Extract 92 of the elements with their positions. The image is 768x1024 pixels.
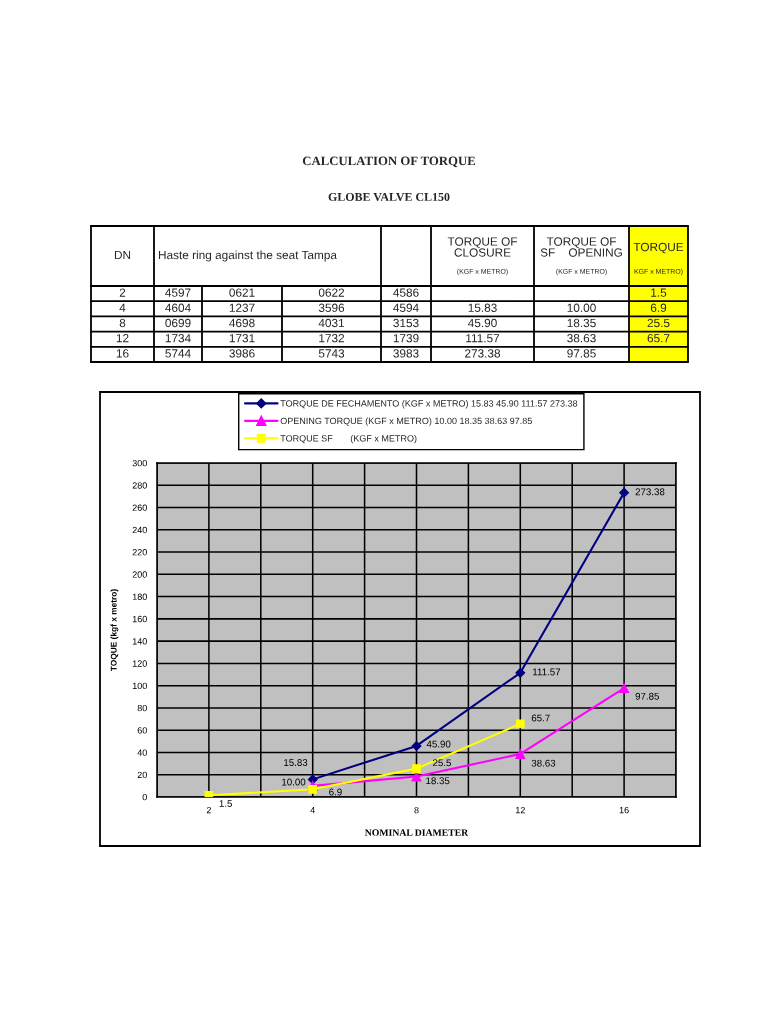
text: 1732 bbox=[319, 334, 345, 343]
y-tick-label: 260 bbox=[132, 504, 147, 511]
category-label: TORQUE bbox=[633, 242, 684, 254]
point bbox=[411, 740, 422, 751]
text: 1.5 bbox=[651, 288, 667, 297]
text: 6.9 bbox=[650, 303, 667, 312]
legend-label: TORQUE SF (KGF x METRO) bbox=[280, 434, 417, 444]
text: 12 bbox=[116, 334, 129, 343]
data-label: 97.85 bbox=[635, 692, 660, 700]
point bbox=[619, 683, 630, 694]
text: 3596 bbox=[318, 303, 345, 312]
y-tick-label: 300 bbox=[132, 459, 147, 467]
legend-label: TORQUE DE FECHAMENTO (KGF x METRO) 15.83 45.90 111.57 273.38 bbox=[280, 400, 578, 409]
text: 273.38 bbox=[465, 349, 501, 358]
y-tick-label: 40 bbox=[137, 749, 147, 756]
y-tick-label: 0 bbox=[142, 793, 147, 801]
text: 4586 bbox=[393, 288, 419, 297]
text: 65.7 bbox=[647, 334, 670, 343]
y-tick-label: 220 bbox=[132, 549, 147, 556]
x-tick-label: 12 bbox=[515, 806, 525, 814]
text: 5743 bbox=[318, 349, 345, 358]
point bbox=[515, 748, 526, 760]
point bbox=[412, 764, 421, 773]
data-label: 1.5 bbox=[219, 800, 233, 807]
text: 4597 bbox=[165, 288, 191, 297]
category-label: TORQUE OF SF OPENING bbox=[540, 237, 622, 257]
text: 15.83 bbox=[468, 303, 497, 312]
text: 1237 bbox=[229, 303, 255, 312]
data-label: 111.57 bbox=[533, 668, 561, 676]
data-label: 273.38 bbox=[635, 488, 665, 496]
point bbox=[307, 774, 318, 785]
text: 1734 bbox=[165, 334, 191, 343]
text: 25.5 bbox=[647, 318, 670, 328]
y-tick-label: 240 bbox=[132, 526, 147, 534]
data-label: 6.9 bbox=[329, 788, 342, 796]
y-tick-label: 20 bbox=[137, 771, 147, 779]
text: GLOBE VALVE CL150 bbox=[328, 192, 450, 202]
text: 3983 bbox=[393, 349, 419, 358]
y-tick-label: 100 bbox=[132, 682, 147, 690]
text: 0621 bbox=[229, 288, 255, 297]
text: 3153 bbox=[393, 318, 419, 328]
y-tick-label: 120 bbox=[132, 660, 147, 667]
x-tick-label: 16 bbox=[619, 806, 629, 814]
x-tick-label: 2 bbox=[206, 806, 211, 814]
category-label: TORQUE OF CLOSURE bbox=[447, 237, 518, 257]
point bbox=[204, 790, 214, 797]
data-label: 18.35 bbox=[426, 777, 450, 785]
text: 5744 bbox=[165, 349, 191, 358]
x-axis-title: NOMINAL DIAMETER bbox=[364, 829, 469, 836]
text: 97.85 bbox=[567, 349, 596, 358]
text: 4594 bbox=[393, 303, 419, 312]
text: 111.57 bbox=[466, 334, 500, 343]
y-tick-label: 280 bbox=[132, 482, 147, 489]
y-tick-label: 160 bbox=[132, 615, 147, 623]
text: 45.90 bbox=[468, 318, 497, 328]
point bbox=[308, 784, 318, 794]
y-tick-label: 60 bbox=[137, 727, 147, 734]
text: 38.63 bbox=[567, 334, 596, 343]
legend-label: OPENING TORQUE (KGF x METRO) 10.00 18.35 38.63 97.85 bbox=[280, 417, 532, 426]
point bbox=[515, 667, 526, 678]
text: 0699 bbox=[165, 318, 191, 328]
data-label: 25.5 bbox=[432, 759, 452, 767]
category-label: Haste ring against the seat Tampa bbox=[158, 250, 337, 262]
data-label: 45.90 bbox=[426, 740, 451, 748]
text: 4698 bbox=[229, 318, 255, 328]
text: 4 bbox=[119, 303, 126, 312]
text: 4604 bbox=[165, 303, 191, 312]
text: 8 bbox=[119, 318, 126, 328]
data-label: 15.83 bbox=[284, 759, 308, 766]
text: 3986 bbox=[229, 349, 255, 358]
x-tick-label: 8 bbox=[414, 806, 419, 814]
text: 1731 bbox=[229, 334, 255, 343]
text: CALCULATION OF TORQUE bbox=[302, 156, 476, 168]
text: 10.00 bbox=[567, 303, 596, 312]
y-tick-label: 200 bbox=[132, 571, 147, 578]
category-label: DN bbox=[114, 250, 131, 260]
x-tick-label: 4 bbox=[310, 807, 315, 814]
point bbox=[619, 487, 630, 498]
point bbox=[515, 719, 525, 729]
y-axis-title: TOQUE (kgf x metro) bbox=[110, 589, 119, 672]
data-label: 38.63 bbox=[531, 759, 556, 767]
y-tick-label: 80 bbox=[137, 704, 147, 712]
y-tick-label: 180 bbox=[132, 593, 147, 600]
text: 4031 bbox=[318, 318, 345, 328]
data-label: 65.7 bbox=[531, 714, 550, 722]
data-label: 10.00 bbox=[282, 778, 306, 786]
y-tick-label: 140 bbox=[132, 638, 147, 645]
text: 2 bbox=[119, 288, 126, 297]
text: 18.35 bbox=[567, 318, 596, 328]
text: 16 bbox=[116, 349, 129, 358]
text: 0622 bbox=[318, 288, 345, 297]
text: 1739 bbox=[393, 334, 419, 343]
